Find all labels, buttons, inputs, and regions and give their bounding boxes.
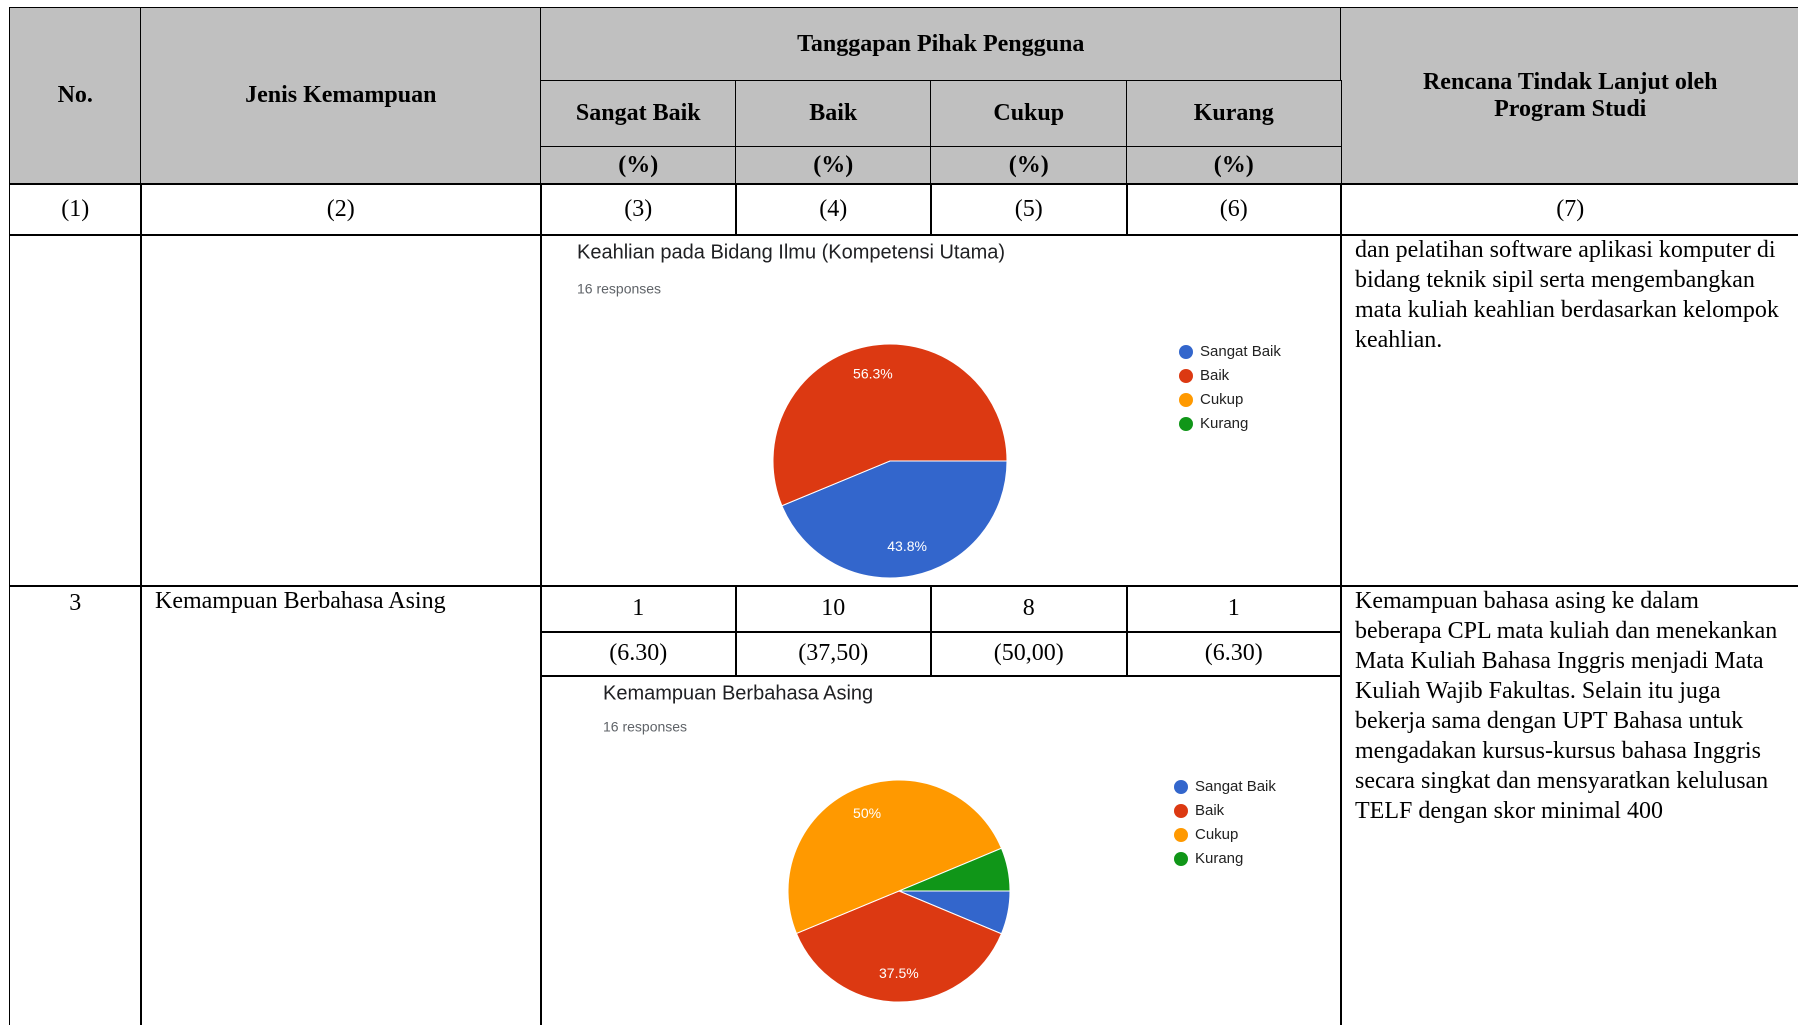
column-number: (5) (930, 183, 1128, 236)
text-cell: Kemampuan bahasa asing ke dalam beberapa… (1340, 585, 1798, 1025)
percent-cell: (50,00) (930, 631, 1128, 677)
slice-label: 50% (853, 805, 881, 821)
legend-swatch (1179, 417, 1193, 431)
count-cell: 10 (735, 585, 932, 633)
legend-swatch (1174, 852, 1188, 866)
slice-label: 56.3% (853, 366, 893, 382)
percent-cell: (6.30) (1126, 631, 1342, 677)
legend-label: Sangat Baik (1200, 343, 1281, 360)
header-cell: Sangat Baik (540, 80, 737, 148)
text-cell: 3 (9, 585, 142, 1025)
chart-subtitle: 16 responses (577, 281, 661, 297)
chart-cell (540, 675, 1342, 1025)
chart-subtitle: 16 responses (603, 719, 687, 735)
column-number: (6) (1126, 183, 1342, 236)
legend-swatch (1179, 369, 1193, 383)
pie-slice (772, 343, 1008, 507)
chart-title: Keahlian pada Bidang Ilmu (Kompetensi Ut… (577, 241, 1005, 263)
pie-slice (898, 847, 1011, 892)
legend-swatch (1179, 393, 1193, 407)
pie-slice (781, 460, 1008, 579)
percent-cell: (37,50) (735, 631, 932, 677)
column-number: (2) (140, 183, 542, 236)
header-cell: (%) (735, 146, 932, 185)
text-cell: dan pelatihan software aplikasi komputer… (1340, 234, 1798, 587)
header-cell: (%) (930, 146, 1128, 185)
slice-label: 43.8% (887, 538, 927, 554)
legend-swatch (1174, 780, 1188, 794)
header-cell: (%) (540, 146, 737, 185)
legend-label: Cukup (1200, 391, 1243, 408)
legend-label: Kurang (1200, 415, 1248, 432)
legend-swatch (1174, 804, 1188, 818)
column-number: (4) (735, 183, 932, 236)
slice-label: 37.5% (879, 965, 919, 981)
header-cell: Kurang (1126, 80, 1342, 148)
column-number: (3) (540, 183, 737, 236)
pie-slice (787, 779, 1003, 935)
count-cell: 1 (540, 585, 737, 633)
pie-slice (795, 890, 1003, 1003)
header-cell: Cukup (930, 80, 1128, 148)
cell (140, 234, 542, 587)
legend-label: Baik (1200, 367, 1230, 384)
chart-title: Kemampuan Berbahasa Asing (603, 682, 873, 704)
legend-swatch (1174, 828, 1188, 842)
legend-swatch (1179, 345, 1193, 359)
legend-label: Kurang (1195, 850, 1243, 867)
legend-label: Cukup (1195, 826, 1238, 843)
header-cell: No. (9, 7, 142, 185)
percent-cell: (6.30) (540, 631, 737, 677)
legend-label: Sangat Baik (1195, 778, 1276, 795)
header-cell: Rencana Tindak Lanjut oleh Program Studi (1340, 7, 1798, 185)
header-cell: Jenis Kemampuan (140, 7, 542, 185)
count-cell: 1 (1126, 585, 1342, 633)
count-cell: 8 (930, 585, 1128, 633)
header-cell: Tanggapan Pihak Pengguna (540, 7, 1342, 82)
header-cell: (%) (1126, 146, 1342, 185)
chart-cell (540, 234, 1342, 587)
text-cell: Kemampuan Berbahasa Asing (140, 585, 542, 1025)
column-number: (1) (9, 183, 142, 236)
legend-label: Baik (1195, 802, 1225, 819)
column-number: (7) (1340, 183, 1798, 236)
cell (9, 234, 142, 587)
